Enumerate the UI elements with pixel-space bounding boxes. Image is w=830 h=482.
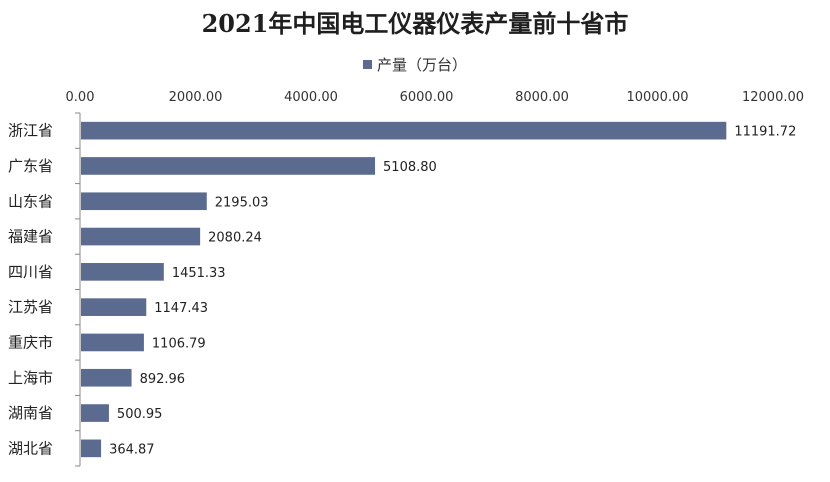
category-label: 山东省 [8, 192, 53, 210]
data-label: 364.87 [109, 442, 155, 457]
category-label: 四川省 [8, 263, 53, 281]
bar [81, 368, 132, 387]
data-label: 1147.43 [154, 301, 208, 316]
x-tick-label: 8000.00 [515, 90, 569, 105]
x-tick-label: 6000.00 [400, 90, 454, 105]
data-label: 1451.33 [172, 266, 226, 281]
category-label: 湖南省 [8, 404, 53, 422]
category-label: 浙江省 [8, 122, 53, 140]
bar [81, 333, 144, 352]
bar [81, 439, 102, 458]
chart-title: 2021年中国电工仪器仪表产量前十省市 [201, 9, 629, 38]
x-tick-label: 10000.00 [626, 90, 688, 105]
category-label: 江苏省 [8, 298, 53, 316]
data-label: 2195.03 [215, 195, 269, 210]
x-tick-label: 4000.00 [284, 90, 338, 105]
data-label: 5108.80 [383, 160, 437, 175]
bar [81, 263, 164, 281]
data-label: 11191.72 [734, 125, 796, 140]
x-tick-label: 2000.00 [169, 90, 223, 105]
x-tick-label: 12000.00 [742, 90, 804, 105]
category-label: 福建省 [8, 228, 53, 246]
category-label: 重庆市 [8, 333, 53, 351]
bar [81, 404, 109, 422]
bar [81, 227, 201, 246]
data-label: 892.96 [140, 372, 186, 387]
legend: 产量（万台） [0, 54, 830, 75]
category-label: 湖北省 [8, 439, 53, 457]
data-label: 500.95 [117, 407, 163, 422]
data-label: 2080.24 [208, 231, 262, 246]
legend-swatch [362, 60, 372, 69]
data-label: 1106.79 [152, 336, 206, 351]
x-tick-label: 0.00 [66, 90, 95, 105]
bar [81, 121, 727, 140]
bar [81, 192, 207, 211]
category-label: 上海市 [8, 369, 53, 387]
category-label: 广东省 [8, 157, 53, 175]
bar [81, 157, 376, 175]
bar [81, 298, 147, 316]
legend-label: 产量（万台） [376, 56, 467, 74]
